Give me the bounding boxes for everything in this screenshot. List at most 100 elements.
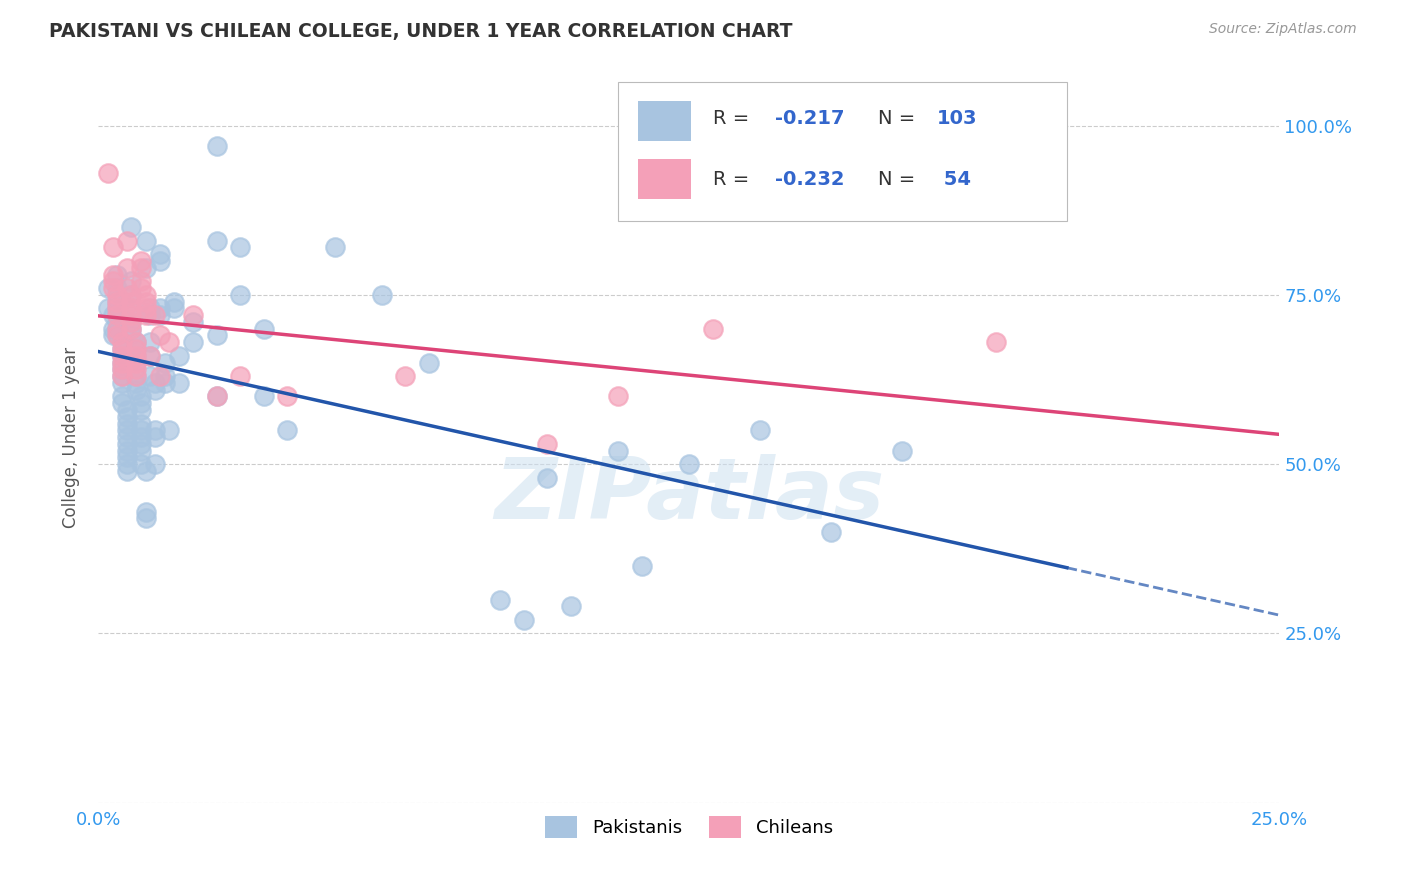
- Point: [149, 254, 172, 268]
- Point: [121, 288, 143, 302]
- Point: [143, 376, 166, 390]
- Point: [115, 409, 138, 424]
- Point: [105, 268, 128, 282]
- Point: [129, 417, 152, 431]
- Point: [121, 294, 143, 309]
- Point: [205, 389, 228, 403]
- Point: [111, 369, 134, 384]
- Point: [111, 342, 134, 356]
- Text: Source: ZipAtlas.com: Source: ZipAtlas.com: [1209, 22, 1357, 37]
- Point: [181, 335, 204, 350]
- Point: [121, 315, 143, 329]
- Point: [135, 505, 157, 519]
- Point: [253, 322, 276, 336]
- Point: [111, 342, 134, 356]
- Point: [167, 376, 190, 390]
- Point: [121, 328, 143, 343]
- Point: [129, 254, 152, 268]
- Point: [105, 294, 128, 309]
- Point: [111, 349, 134, 363]
- Point: [115, 457, 138, 471]
- Point: [149, 328, 172, 343]
- Point: [143, 430, 166, 444]
- Point: [115, 423, 138, 437]
- Point: [129, 389, 152, 403]
- Point: [129, 403, 152, 417]
- Point: [105, 281, 128, 295]
- Point: [105, 294, 128, 309]
- Point: [135, 260, 157, 275]
- Point: [890, 443, 912, 458]
- Point: [105, 301, 128, 316]
- Point: [229, 288, 252, 302]
- Text: PAKISTANI VS CHILEAN COLLEGE, UNDER 1 YEAR CORRELATION CHART: PAKISTANI VS CHILEAN COLLEGE, UNDER 1 YE…: [49, 22, 793, 41]
- FancyBboxPatch shape: [619, 82, 1067, 221]
- Point: [111, 355, 134, 369]
- Point: [121, 274, 143, 288]
- Text: -0.232: -0.232: [775, 170, 845, 189]
- Point: [125, 383, 148, 397]
- Point: [139, 308, 162, 322]
- Point: [984, 335, 1007, 350]
- Point: [115, 234, 138, 248]
- Point: [121, 322, 143, 336]
- Point: [489, 592, 512, 607]
- Point: [115, 430, 138, 444]
- Point: [97, 281, 120, 295]
- Point: [125, 369, 148, 384]
- Text: -0.217: -0.217: [775, 110, 845, 128]
- Point: [394, 369, 416, 384]
- Point: [125, 335, 148, 350]
- Point: [111, 396, 134, 410]
- Point: [101, 281, 124, 295]
- Point: [418, 355, 440, 369]
- Point: [229, 240, 252, 254]
- Point: [111, 362, 134, 376]
- Point: [125, 355, 148, 369]
- Point: [135, 294, 157, 309]
- Point: [129, 274, 152, 288]
- Point: [121, 315, 143, 329]
- Point: [157, 335, 180, 350]
- Point: [101, 322, 124, 336]
- Point: [125, 369, 148, 384]
- Point: [105, 322, 128, 336]
- Point: [125, 362, 148, 376]
- FancyBboxPatch shape: [638, 101, 692, 141]
- Point: [105, 308, 128, 322]
- Point: [121, 301, 143, 316]
- Point: [276, 423, 298, 437]
- Point: [135, 511, 157, 525]
- Point: [205, 139, 228, 153]
- Point: [157, 423, 180, 437]
- Point: [101, 328, 124, 343]
- Point: [149, 301, 172, 316]
- Point: [97, 166, 120, 180]
- Point: [129, 457, 152, 471]
- Point: [101, 308, 124, 322]
- Point: [105, 288, 128, 302]
- Point: [276, 389, 298, 403]
- Point: [115, 281, 138, 295]
- Point: [135, 234, 157, 248]
- Point: [97, 301, 120, 316]
- Legend: Pakistanis, Chileans: Pakistanis, Chileans: [537, 808, 841, 845]
- Point: [143, 383, 166, 397]
- Text: R =: R =: [713, 110, 755, 128]
- Point: [607, 443, 630, 458]
- Point: [115, 417, 138, 431]
- Point: [125, 376, 148, 390]
- Point: [101, 268, 124, 282]
- Point: [111, 355, 134, 369]
- Point: [135, 301, 157, 316]
- Point: [121, 322, 143, 336]
- Point: [205, 389, 228, 403]
- Point: [149, 247, 172, 261]
- Point: [111, 389, 134, 403]
- Point: [125, 349, 148, 363]
- Point: [125, 335, 148, 350]
- Point: [181, 308, 204, 322]
- Point: [253, 389, 276, 403]
- Point: [125, 342, 148, 356]
- Point: [125, 349, 148, 363]
